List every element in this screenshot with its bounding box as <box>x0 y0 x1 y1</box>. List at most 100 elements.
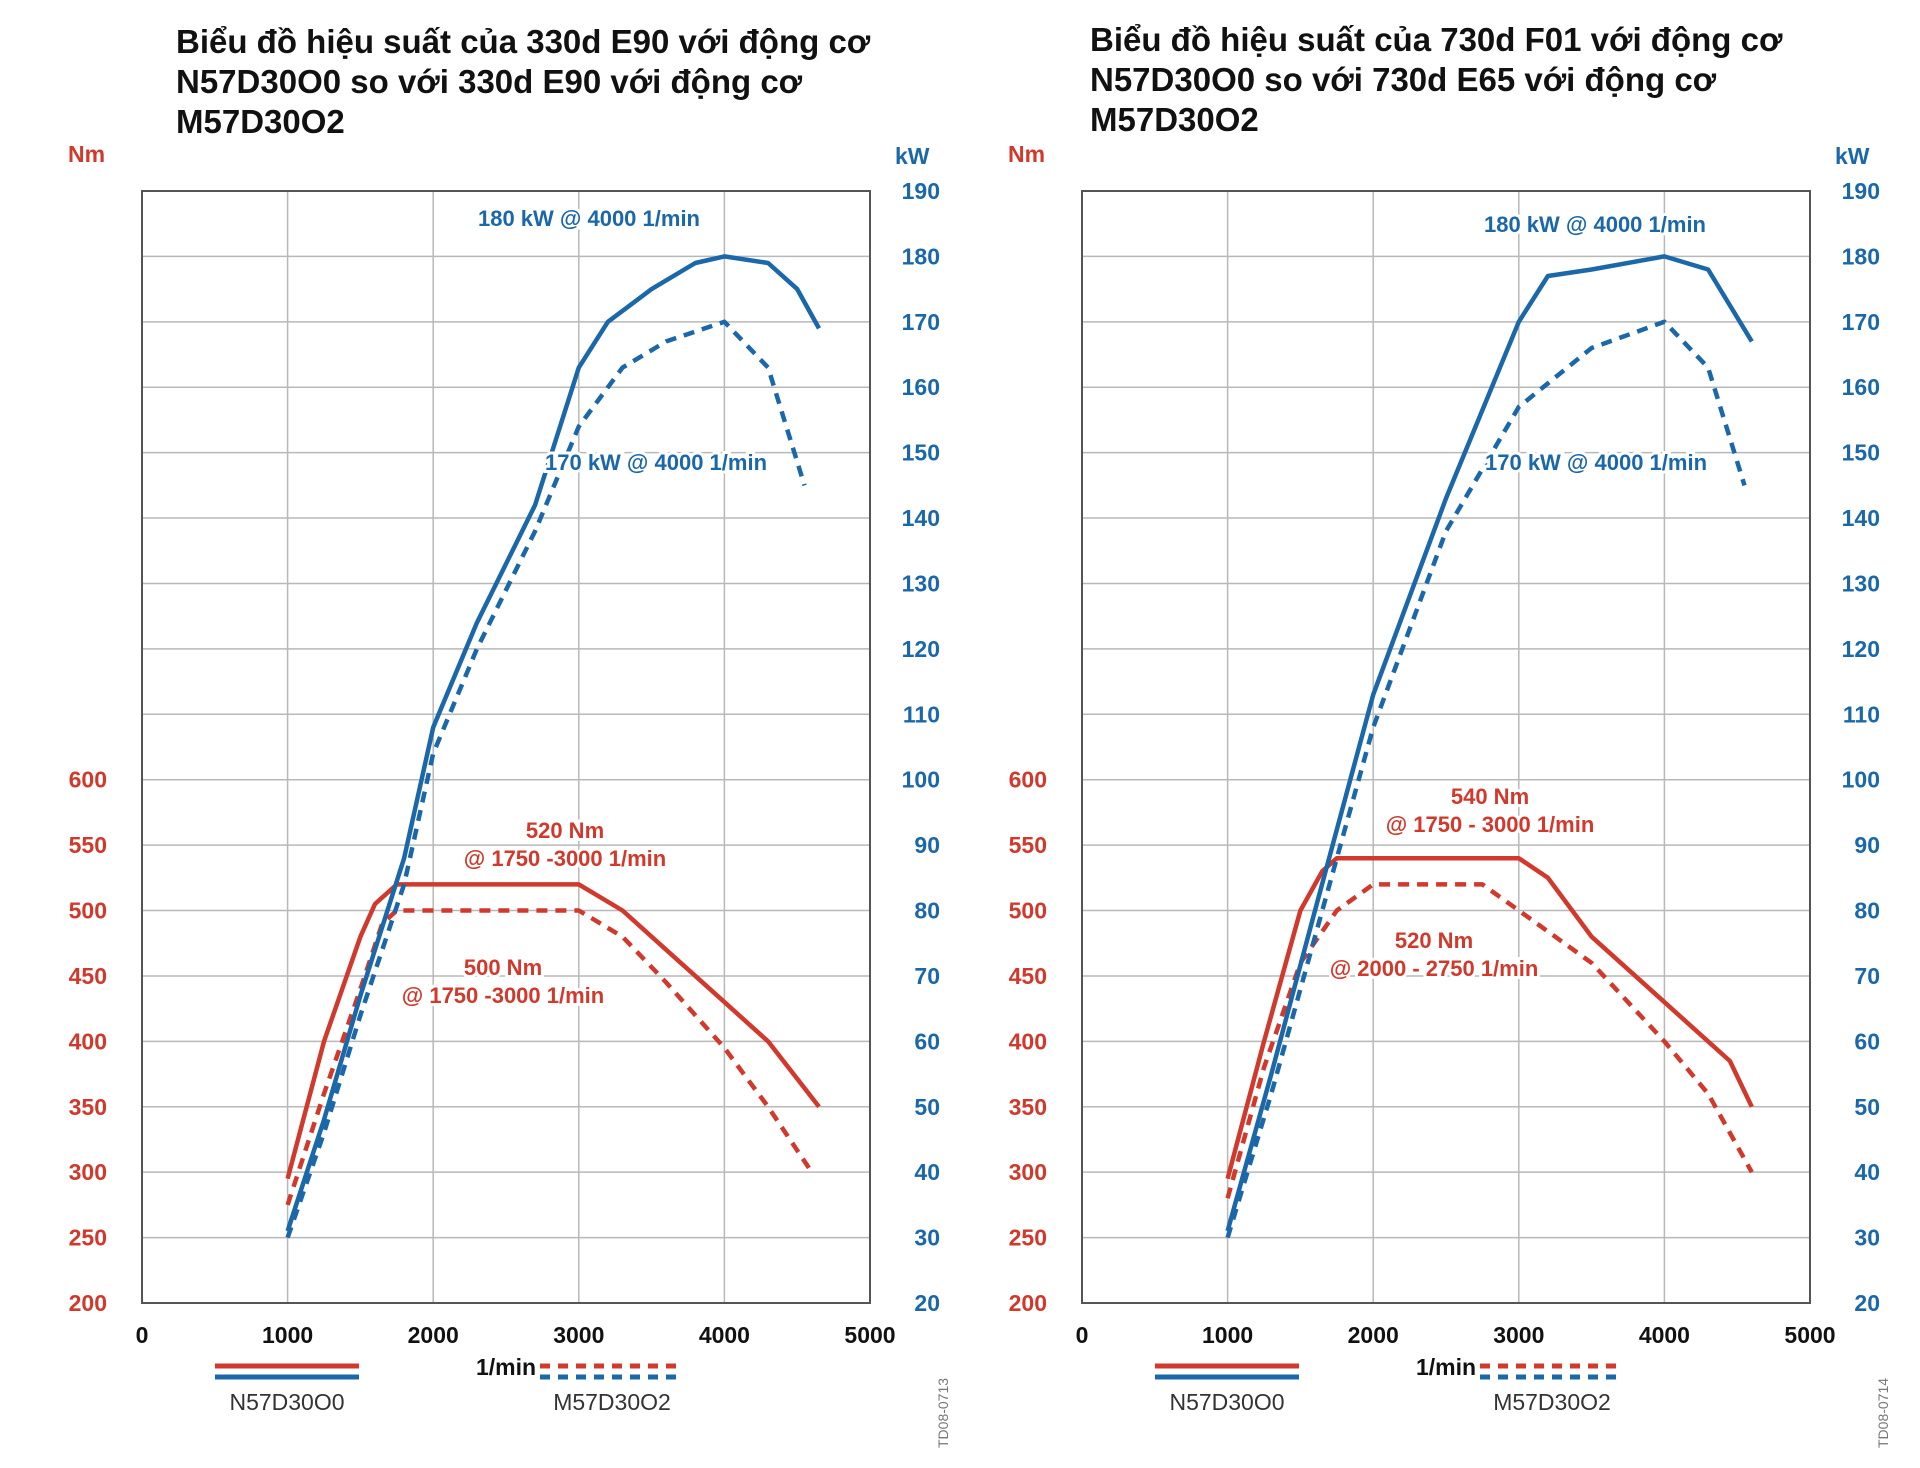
power-line-n57d30o0 <box>1225 254 1754 1232</box>
chart-title: Biểu đồ hiệu suất của 330d E90 với động … <box>176 23 871 140</box>
y-right-tick-label: 80 <box>1854 898 1880 924</box>
y-right-tick-label: 70 <box>914 963 940 989</box>
y-right-tick-label: 120 <box>902 636 940 662</box>
x-tick-label: 1000 <box>1202 1322 1253 1348</box>
x-tick-label: 0 <box>136 1322 149 1348</box>
x-tick-label: 0 <box>1076 1322 1089 1348</box>
y-right-tick-label: 190 <box>902 178 940 204</box>
y-left-unit-label: Nm <box>1008 141 1045 167</box>
y-right-tick-label: 130 <box>1842 570 1880 596</box>
y-right-tick-label: 190 <box>1842 178 1880 204</box>
torque-line-n57d30o0 <box>285 882 821 1180</box>
y-right-tick-label: 70 <box>1854 963 1880 989</box>
y-left-tick-label: 400 <box>69 1028 107 1054</box>
x-tick-label: 2000 <box>408 1322 459 1348</box>
y-left-tick-label: 250 <box>69 1225 107 1251</box>
legend-label-m57d30o2: M57D30O2 <box>553 1389 671 1415</box>
annotation-power-old: 170 kW @ 4000 1/min <box>1485 450 1707 475</box>
y-left-tick-label: 350 <box>1009 1094 1047 1120</box>
y-left-tick-label: 550 <box>69 832 107 858</box>
y-left-tick-label: 600 <box>1009 767 1047 793</box>
y-right-tick-label: 160 <box>902 374 940 400</box>
y-right-tick-label: 110 <box>903 701 940 727</box>
torque-line-m57d30o2 <box>285 908 814 1206</box>
x-tick-label: 2000 <box>1348 1322 1399 1348</box>
power-line-m57d30o2 <box>285 319 807 1239</box>
y-right-tick-label: 80 <box>914 898 940 924</box>
performance-chart: Nm kW200250300350400450500550600203040506… <box>68 141 951 1448</box>
power-line-n57d30o0 <box>285 254 821 1232</box>
x-tick-label: 4000 <box>1639 1322 1690 1348</box>
torque-line-m57d30o2 <box>1225 882 1754 1199</box>
x-tick-label: 3000 <box>1493 1322 1544 1348</box>
y-left-tick-label: 550 <box>1009 832 1047 858</box>
y-left-tick-label: 200 <box>69 1290 107 1316</box>
y-right-tick-label: 90 <box>914 832 940 858</box>
y-left-unit-label: Nm <box>68 141 105 167</box>
y-left-tick-label: 200 <box>1009 1290 1047 1316</box>
y-left-tick-label: 400 <box>1009 1028 1047 1054</box>
y-right-tick-label: 30 <box>914 1225 940 1251</box>
y-left-tick-label: 300 <box>1009 1159 1047 1185</box>
x-tick-label: 4000 <box>699 1322 750 1348</box>
y-right-tick-label: 150 <box>1842 440 1880 466</box>
figure-code: TD08-0714 <box>1875 1378 1891 1448</box>
y-right-tick-label: 20 <box>1854 1290 1880 1316</box>
annotation-torque-old-1: 500 Nm <box>464 955 542 980</box>
y-right-tick-label: 180 <box>902 243 940 269</box>
annotation-power-new: 180 kW @ 4000 1/min <box>1484 212 1706 237</box>
y-left-tick-label: 250 <box>1009 1225 1047 1251</box>
legend-label-m57d30o2: M57D30O2 <box>1493 1389 1611 1415</box>
y-right-tick-label: 40 <box>1854 1159 1880 1185</box>
y-right-tick-label: 170 <box>1842 309 1880 335</box>
annotation-torque-old-2: @ 2000 - 2750 1/min <box>1330 956 1539 981</box>
x-axis-label: 1/min <box>1416 1354 1476 1380</box>
y-left-tick-label: 500 <box>1009 898 1047 924</box>
annotation-torque-new-2: @ 1750 -3000 1/min <box>464 846 666 871</box>
annotation-torque-new-2: @ 1750 - 3000 1/min <box>1386 812 1595 837</box>
chart-panel-730d: Biểu đồ hiệu suất của 730d F01 với động … <box>940 0 1900 1468</box>
y-right-tick-label: 100 <box>902 767 940 793</box>
y-right-tick-label: 30 <box>1854 1225 1880 1251</box>
performance-chart: Nm kW200250300350400450500550600203040506… <box>1008 141 1891 1448</box>
x-tick-label: 5000 <box>844 1322 895 1348</box>
x-tick-label: 1000 <box>262 1322 313 1348</box>
torque-line-n57d30o0 <box>1225 855 1754 1180</box>
y-left-tick-label: 450 <box>69 963 107 989</box>
legend-label-n57d30o0: N57D30O0 <box>229 1389 344 1415</box>
x-tick-label: 3000 <box>553 1322 604 1348</box>
y-right-tick-label: 160 <box>1842 374 1880 400</box>
y-right-tick-label: 60 <box>914 1028 940 1054</box>
y-left-tick-label: 450 <box>1009 963 1047 989</box>
y-right-tick-label: 180 <box>1842 243 1880 269</box>
plot-frame <box>141 190 871 1304</box>
annotation-torque-new-1: 540 Nm <box>1451 784 1529 809</box>
y-right-tick-label: 20 <box>914 1290 940 1316</box>
annotation-torque-old-2: @ 1750 -3000 1/min <box>402 983 604 1008</box>
annotation-torque-old-1: 520 Nm <box>1395 928 1473 953</box>
x-axis-label: 1/min <box>476 1354 536 1380</box>
y-right-tick-label: 100 <box>1842 767 1880 793</box>
y-right-unit-label: kW <box>1835 143 1870 169</box>
y-left-tick-label: 350 <box>69 1094 107 1120</box>
y-right-tick-label: 50 <box>914 1094 940 1120</box>
annotation-power-new: 180 kW @ 4000 1/min <box>478 206 700 231</box>
chart-title: Biểu đồ hiệu suất của 730d F01 với động … <box>1090 21 1783 138</box>
power-line-m57d30o2 <box>1225 319 1747 1239</box>
annotation-torque-new-1: 520 Nm <box>526 818 604 843</box>
y-right-tick-label: 150 <box>902 440 940 466</box>
plot-frame <box>1081 190 1811 1304</box>
y-right-tick-label: 110 <box>1843 701 1880 727</box>
x-tick-label: 5000 <box>1784 1322 1835 1348</box>
annotation-power-old: 170 kW @ 4000 1/min <box>545 450 767 475</box>
y-right-tick-label: 140 <box>902 505 940 531</box>
y-right-tick-label: 120 <box>1842 636 1880 662</box>
y-left-tick-label: 600 <box>69 767 107 793</box>
y-right-tick-label: 130 <box>902 570 940 596</box>
y-left-tick-label: 500 <box>69 898 107 924</box>
chart-panel-330d: Biểu đồ hiệu suất của 330d E90 với động … <box>68 23 951 1448</box>
legend-label-n57d30o0: N57D30O0 <box>1169 1389 1284 1415</box>
y-right-tick-label: 90 <box>1854 832 1880 858</box>
y-right-tick-label: 50 <box>1854 1094 1880 1120</box>
y-right-tick-label: 170 <box>902 309 940 335</box>
